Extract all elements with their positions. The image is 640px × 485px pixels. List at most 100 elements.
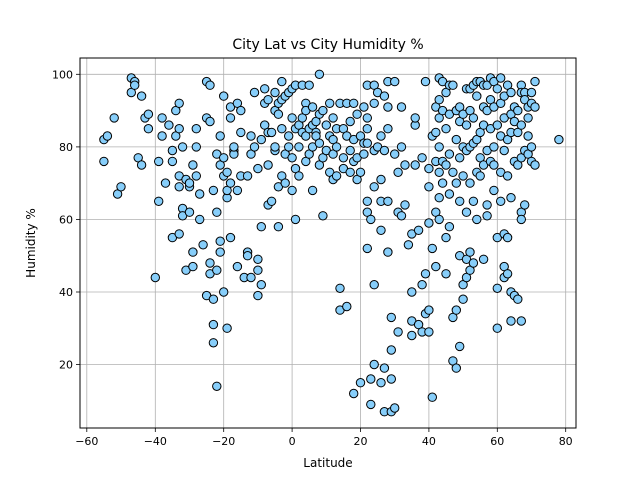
data-point — [496, 73, 506, 83]
data-point — [342, 301, 352, 312]
data-point — [396, 211, 407, 221]
data-point — [502, 171, 513, 181]
data-point — [448, 80, 458, 90]
data-point — [102, 131, 113, 141]
data-point — [160, 178, 171, 188]
data-point — [263, 160, 273, 170]
data-point — [256, 280, 266, 290]
data-point — [304, 80, 314, 90]
data-point — [215, 236, 225, 246]
data-point — [369, 280, 379, 290]
data-point — [232, 185, 243, 196]
data-point — [359, 149, 369, 159]
data-point — [195, 189, 205, 199]
data-point — [520, 200, 530, 210]
data-point — [362, 138, 372, 148]
data-point — [492, 323, 502, 333]
data-point — [150, 272, 161, 283]
data-point — [366, 374, 376, 384]
data-point — [222, 167, 232, 178]
data-point — [461, 207, 472, 217]
data-point — [376, 174, 386, 185]
data-point — [441, 269, 451, 279]
data-point — [458, 171, 468, 181]
data-point — [396, 102, 407, 112]
data-point — [379, 91, 390, 101]
data-point — [417, 280, 427, 290]
data-point — [229, 142, 239, 152]
data-point — [174, 229, 184, 239]
data-point — [431, 261, 441, 272]
data-point — [273, 109, 284, 119]
data-point — [530, 102, 540, 112]
data-point — [516, 316, 526, 326]
data-point — [554, 134, 564, 145]
data-point — [434, 167, 444, 178]
data-point — [468, 196, 479, 207]
data-point — [225, 178, 236, 188]
data-point — [362, 243, 372, 254]
data-point — [188, 247, 198, 257]
data-point — [492, 120, 502, 130]
data-point — [513, 105, 523, 116]
data-point — [417, 153, 427, 163]
data-point — [242, 171, 253, 181]
data-point — [359, 102, 369, 112]
x-tick-label: −40 — [144, 435, 167, 448]
data-point — [362, 196, 372, 207]
data-point — [386, 374, 396, 384]
data-point — [253, 163, 263, 174]
data-point — [266, 196, 277, 207]
y-tick-label: 40 — [59, 286, 73, 299]
data-point — [489, 185, 499, 196]
data-point — [188, 261, 198, 272]
data-point — [212, 381, 222, 391]
data-point — [441, 232, 451, 243]
chart-title: City Lat vs City Humidity % — [232, 37, 423, 53]
data-point — [307, 185, 318, 196]
data-point — [355, 378, 366, 388]
data-point — [205, 80, 215, 90]
data-point — [335, 283, 345, 293]
data-point — [400, 200, 410, 210]
data-point — [154, 196, 164, 207]
data-point — [256, 222, 266, 232]
data-point — [376, 131, 386, 141]
data-point — [294, 171, 304, 181]
data-point — [290, 214, 301, 225]
axis-ticks: −60 −40 −20 0 20 40 60 80 20 40 60 80 100 — [52, 68, 573, 448]
data-point — [427, 392, 437, 402]
data-point — [212, 265, 222, 275]
data-point — [294, 142, 304, 152]
data-point — [383, 124, 393, 134]
data-point — [530, 76, 540, 87]
data-point — [253, 265, 263, 275]
data-point — [424, 182, 434, 192]
data-point — [499, 145, 509, 156]
data-point — [369, 359, 379, 370]
data-point — [376, 378, 386, 388]
data-point — [321, 120, 331, 130]
data-point — [451, 305, 461, 315]
data-point — [410, 113, 420, 123]
data-point — [526, 142, 537, 152]
data-point — [366, 214, 376, 225]
data-point — [249, 87, 260, 98]
data-point — [256, 134, 266, 145]
y-tick-label: 20 — [59, 359, 73, 372]
data-point — [284, 131, 294, 141]
data-point — [232, 261, 243, 272]
data-point — [174, 182, 184, 192]
data-point — [198, 240, 208, 250]
data-point — [338, 153, 349, 163]
data-point — [219, 91, 229, 101]
data-point — [386, 345, 396, 355]
data-point — [465, 247, 475, 257]
data-point — [212, 207, 222, 217]
data-point — [215, 247, 225, 257]
data-point — [219, 153, 229, 163]
x-axis-label: Latitude — [303, 456, 352, 470]
data-point — [489, 160, 499, 170]
